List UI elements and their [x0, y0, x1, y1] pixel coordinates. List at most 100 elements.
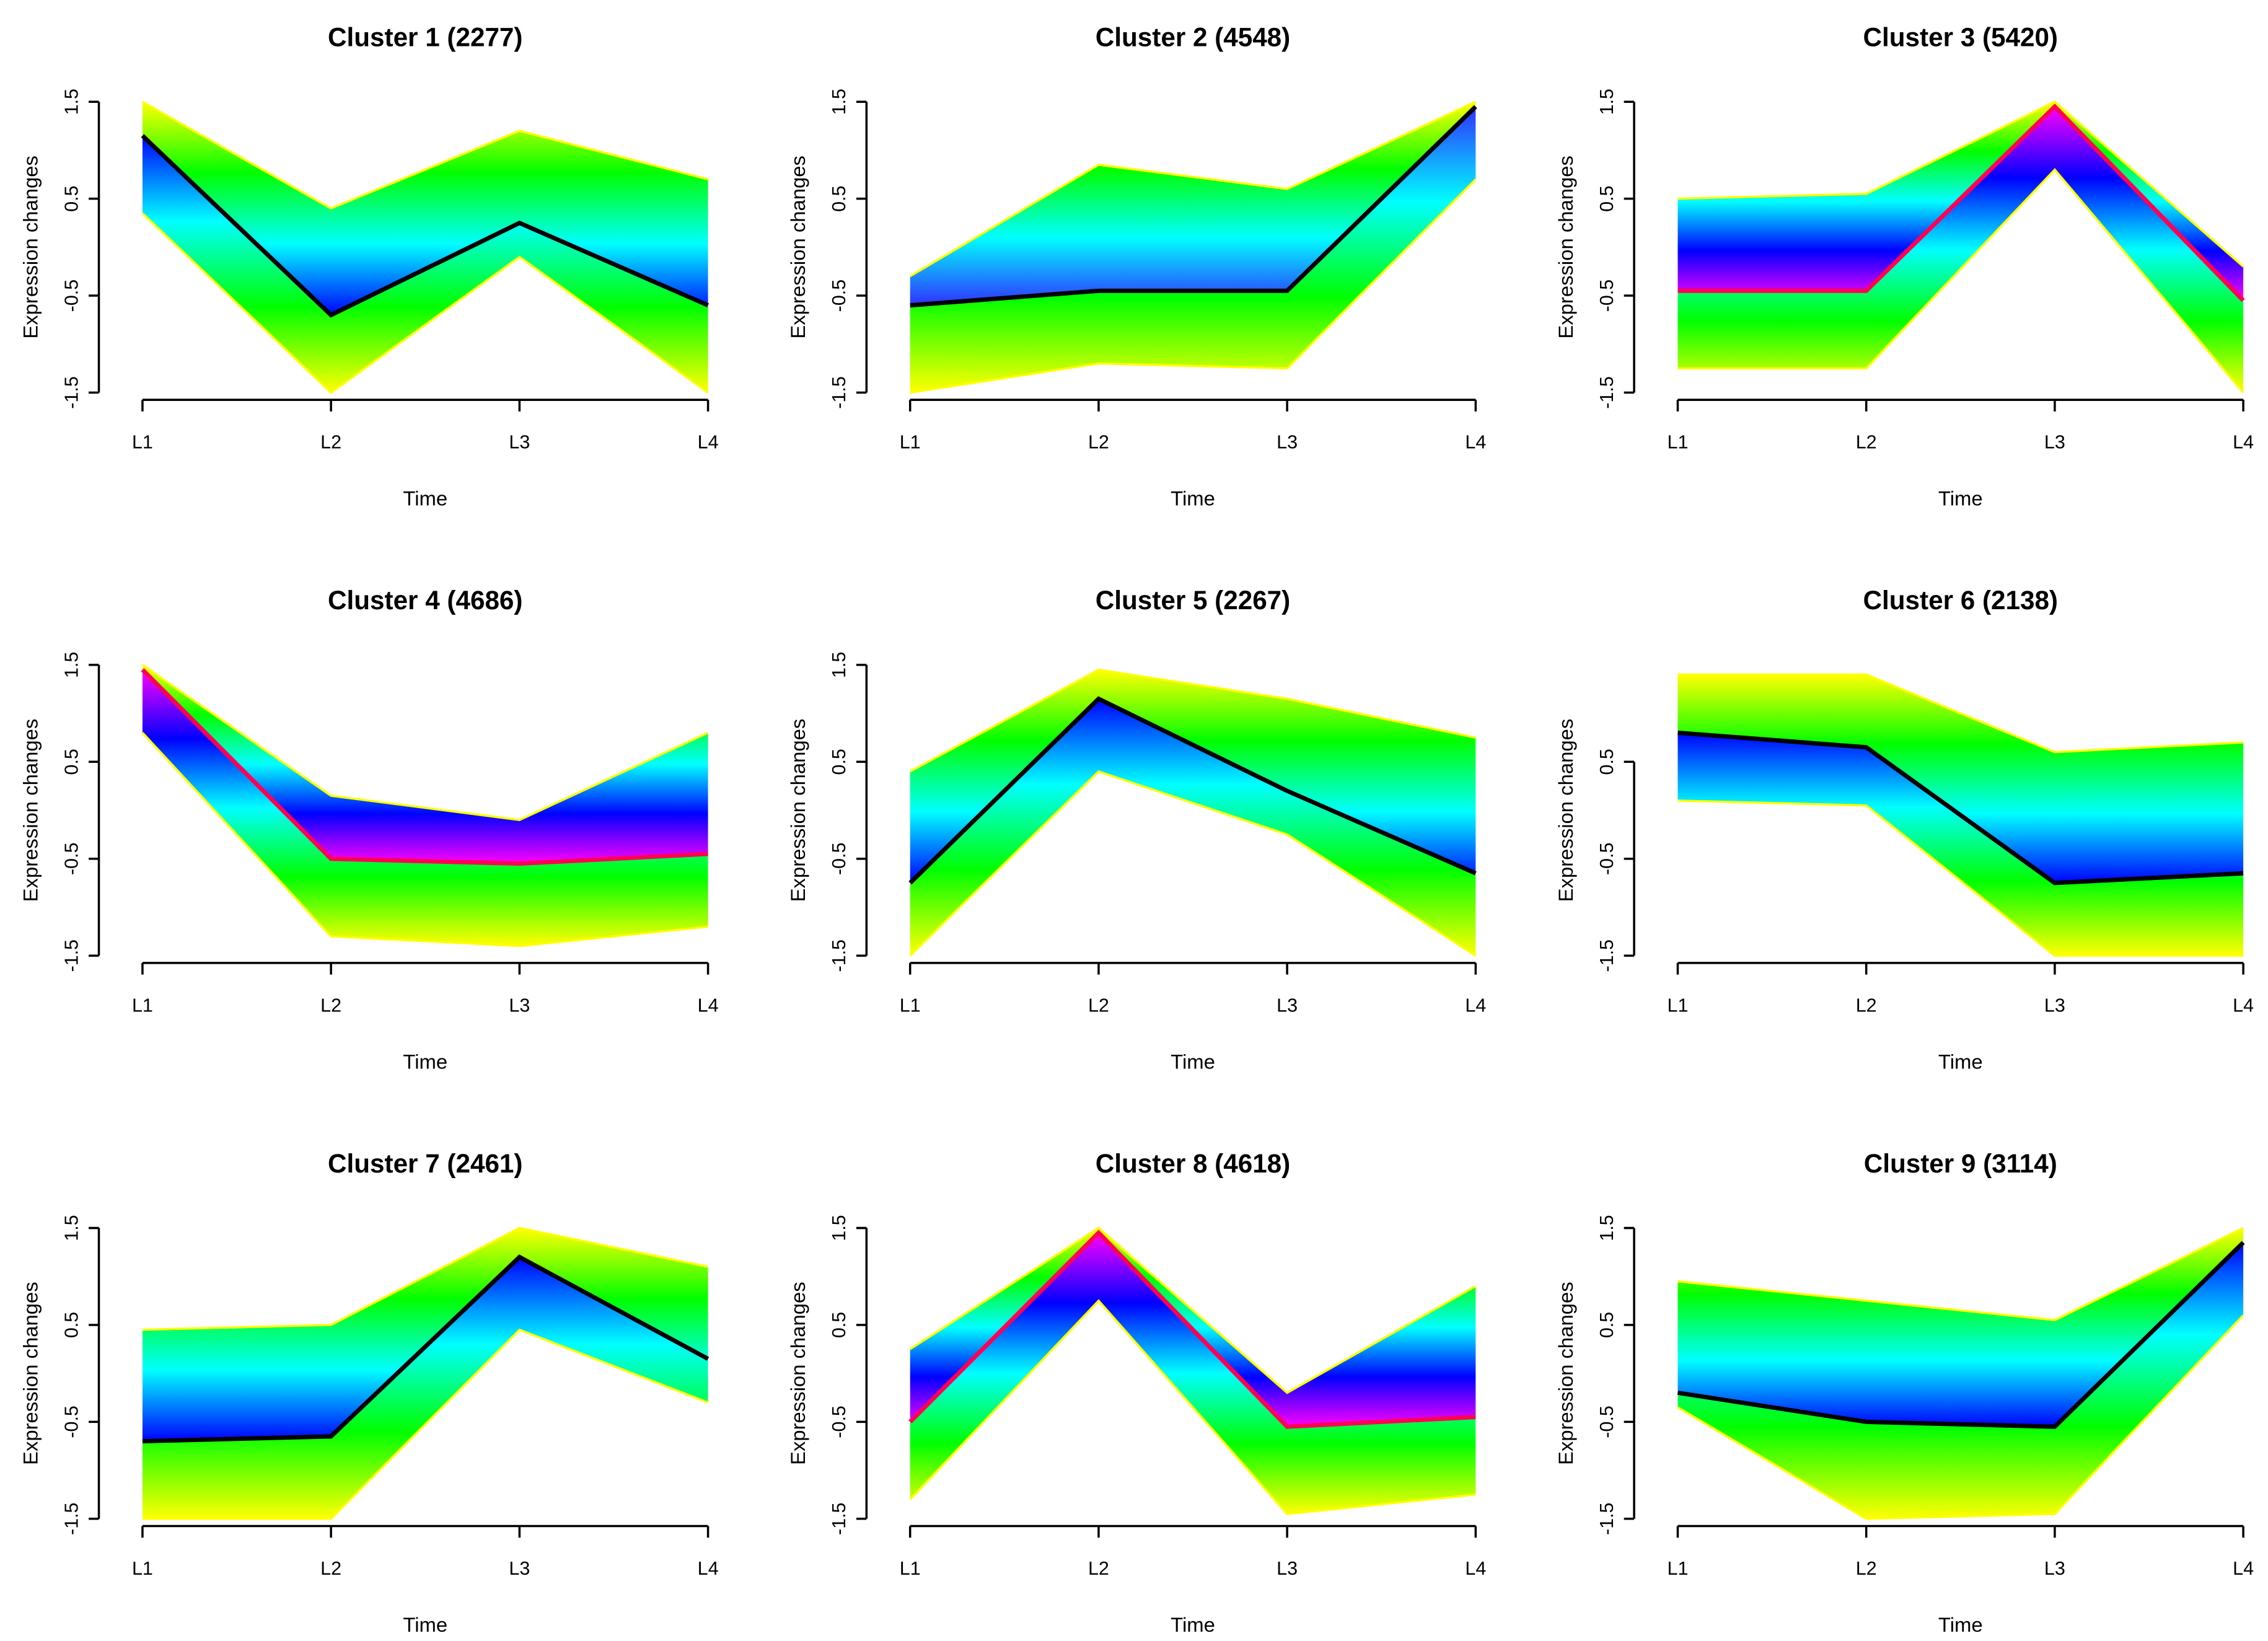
y-axis-label: Expression changes	[19, 1282, 42, 1465]
x-tick-label: L2	[1088, 995, 1109, 1016]
x-axis-label: Time	[403, 1050, 447, 1073]
mean-line	[1677, 730, 2244, 886]
x-axis-label: Time	[1938, 1050, 1983, 1073]
y-tick-label: 1.5	[61, 1215, 82, 1241]
x-tick-label: L4	[698, 1558, 719, 1579]
x-tick-label: L3	[509, 432, 530, 453]
envelope-line	[1677, 1226, 2244, 1321]
envelope-line	[1677, 799, 2244, 957]
y-tick-label: 0.5	[61, 749, 82, 775]
envelope-line	[142, 100, 709, 210]
mean-line	[142, 1254, 710, 1444]
y-axis-label: Expression changes	[1554, 1282, 1577, 1465]
y-tick-label: 0.5	[1596, 749, 1617, 775]
y-tick-label: -0.5	[1596, 1406, 1617, 1438]
y-tick-label: 1.5	[1596, 89, 1617, 115]
panel-title: Cluster 2 (4548)	[1096, 23, 1290, 52]
envelope-line	[141, 664, 709, 821]
y-tick-label: 0.5	[61, 185, 82, 211]
envelope-line	[1677, 168, 2244, 394]
y-tick-label: -0.5	[829, 842, 850, 875]
y-tick-label: -0.5	[1596, 279, 1617, 312]
band	[910, 669, 1476, 883]
band	[910, 107, 1476, 393]
mean-line	[1677, 1241, 2245, 1429]
envelope-line	[909, 770, 1477, 957]
y-tick-label: 0.5	[829, 749, 850, 775]
envelope-line	[909, 1226, 1477, 1394]
x-tick-label: L3	[509, 1558, 530, 1579]
y-axis-label: Expression changes	[786, 719, 809, 902]
panel: Cluster 8 (4618) L1 L2 L3 L4 Time -1.5 -0.5 0.5 1…	[786, 1149, 1486, 1636]
mean-line	[908, 1230, 1476, 1429]
envelope-line	[909, 100, 1477, 278]
x-axis-label: Time	[403, 1613, 447, 1636]
y-tick-label: -1.5	[1596, 376, 1617, 409]
panel: Cluster 6 (2138) L1 L2 L3 L4 Time -1.5 -0.5 0.5 E…	[1554, 586, 2254, 1073]
y-tick-label: -1.5	[829, 1503, 850, 1536]
envelope-line	[141, 212, 709, 394]
panel: Cluster 2 (4548) L1 L2 L3 L4 Time -1.5 -0.5 0.5 1…	[786, 23, 1486, 510]
y-axis-label: Expression changes	[19, 719, 42, 902]
y-tick-label: -1.5	[829, 939, 850, 972]
x-tick-label: L1	[132, 995, 153, 1016]
x-tick-label: L4	[1465, 432, 1486, 453]
envelope-line	[1677, 1314, 2244, 1520]
y-axis-label: Expression changes	[1554, 719, 1577, 902]
y-tick-label: 1.5	[829, 652, 850, 678]
panel-title: Cluster 3 (5420)	[1863, 23, 2058, 52]
x-tick-label: L3	[2044, 432, 2065, 453]
envelope-line	[1677, 100, 2244, 268]
x-tick-label: L4	[698, 995, 719, 1016]
x-axis-label: Time	[1171, 1050, 1215, 1073]
y-tick-label: -0.5	[61, 279, 82, 312]
y-tick-label: -0.5	[829, 279, 850, 312]
band	[142, 1257, 708, 1519]
x-tick-label: L2	[1856, 432, 1877, 453]
y-tick-label: -0.5	[829, 1406, 850, 1438]
band	[1677, 107, 2244, 393]
panel-title: Cluster 7 (2461)	[328, 1149, 522, 1178]
y-tick-label: -1.5	[61, 376, 82, 409]
x-tick-label: L3	[2044, 1558, 2065, 1579]
y-tick-label: 1.5	[829, 1215, 850, 1241]
x-axis-label: Time	[1171, 487, 1215, 510]
x-axis-label: Time	[403, 487, 447, 510]
y-tick-label: -1.5	[1596, 939, 1617, 972]
band	[1677, 674, 2244, 883]
mean-line	[1677, 103, 2245, 302]
panel: Cluster 7 (2461) L1 L2 L3 L4 Time -1.5 -0.5 0.5 1…	[19, 1149, 718, 1636]
x-tick-label: L3	[509, 995, 530, 1016]
panel-title: Cluster 9 (3114)	[1864, 1149, 2057, 1178]
mean-line	[141, 668, 708, 866]
x-tick-label: L3	[2044, 995, 2065, 1016]
band	[142, 135, 708, 393]
y-axis-label: Expression changes	[786, 1282, 809, 1465]
x-tick-label: L2	[1088, 432, 1109, 453]
y-tick-label: 0.5	[61, 1312, 82, 1338]
x-tick-label: L3	[1277, 1558, 1298, 1579]
y-tick-label: -0.5	[61, 1406, 82, 1438]
x-axis-label: Time	[1938, 1613, 1983, 1636]
x-tick-label: L2	[320, 432, 341, 453]
envelope-line	[910, 178, 1477, 394]
x-tick-label: L2	[320, 995, 341, 1016]
x-tick-label: L1	[900, 432, 921, 453]
envelope-line	[141, 732, 708, 948]
x-tick-label: L3	[1277, 995, 1298, 1016]
panel-title: Cluster 1 (2277)	[328, 23, 522, 52]
x-tick-label: L2	[1856, 995, 1877, 1016]
y-tick-label: 0.5	[829, 185, 850, 211]
x-tick-label: L1	[1667, 995, 1688, 1016]
panel: Cluster 3 (5420) L1 L2 L3 L4 Time -1.5 -0.5 0.5 1…	[1554, 23, 2254, 510]
x-tick-label: L4	[1465, 1558, 1486, 1579]
band	[142, 102, 708, 315]
panel-title: Cluster 6 (2138)	[1863, 586, 2058, 615]
x-axis-label: Time	[1938, 487, 1983, 510]
y-tick-label: 1.5	[829, 89, 850, 115]
y-tick-label: 1.5	[61, 652, 82, 678]
mean-line	[141, 134, 709, 318]
band	[1677, 1243, 2244, 1519]
